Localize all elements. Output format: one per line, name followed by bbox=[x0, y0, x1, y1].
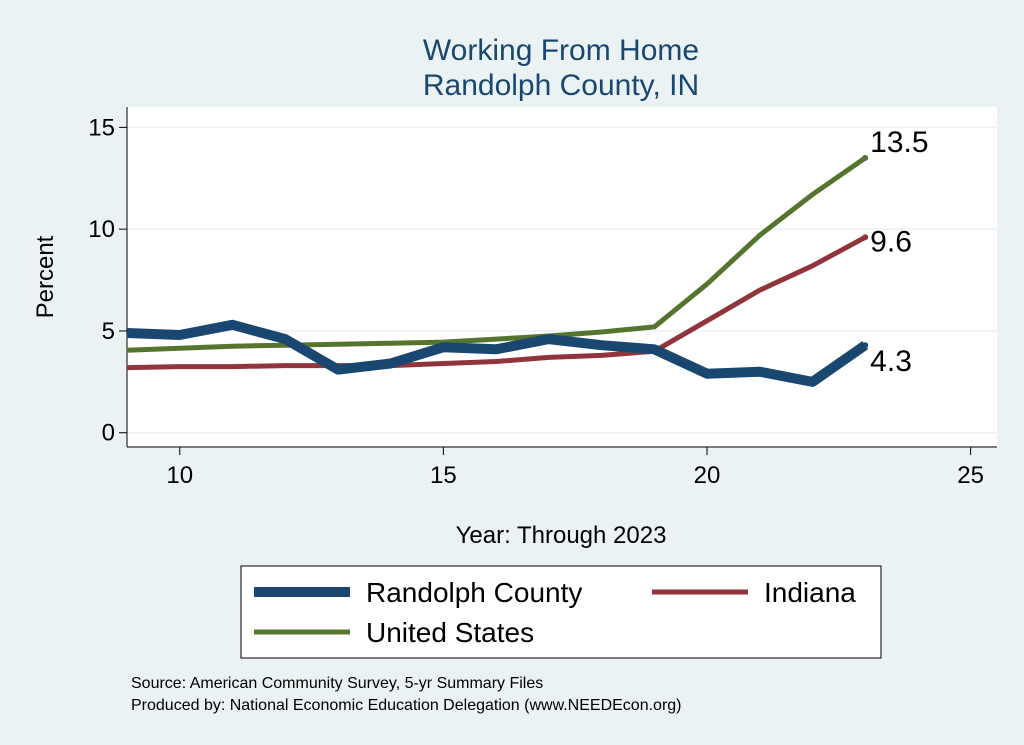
producer-note: Produced by: National Economic Education… bbox=[131, 697, 682, 714]
y-tick-label-15: 15 bbox=[88, 114, 115, 141]
end-point-randolph-county bbox=[862, 342, 869, 349]
end-point-indiana bbox=[862, 234, 869, 241]
end-label-randolph-county: 4.3 bbox=[870, 345, 912, 378]
x-axis-title: Year: Through 2023 bbox=[456, 522, 667, 549]
end-labels: 4.3 9.6 13.5 bbox=[862, 126, 929, 378]
end-point-united-states bbox=[862, 154, 869, 161]
x-tick-label-20: 20 bbox=[694, 462, 721, 489]
legend-label-randolph-county: Randolph County bbox=[366, 577, 582, 608]
source-note: Source: American Community Survey, 5-yr … bbox=[131, 675, 543, 692]
chart-title-line-1: Working From Home bbox=[423, 34, 699, 67]
legend-label-indiana: Indiana bbox=[764, 577, 856, 608]
legend-label-united-states: United States bbox=[366, 617, 534, 648]
series-line-indiana bbox=[126, 235, 867, 371]
series-lines bbox=[126, 155, 869, 387]
series-line-randolph-county bbox=[126, 319, 869, 387]
y-tick-label-10: 10 bbox=[88, 216, 115, 243]
axes: 0 5 10 15 10 15 20 25 bbox=[88, 107, 997, 489]
chart-title-line-2: Randolph County, IN bbox=[423, 69, 699, 102]
y-tick-label-0: 0 bbox=[102, 420, 115, 447]
end-label-indiana: 9.6 bbox=[870, 225, 912, 258]
series-line-united-states bbox=[126, 155, 867, 353]
y-axis-title: Percent bbox=[32, 235, 59, 318]
y-tick-label-5: 5 bbox=[102, 318, 115, 345]
end-label-united-states: 13.5 bbox=[870, 126, 928, 159]
x-tick-label-15: 15 bbox=[430, 462, 457, 489]
legend: Randolph County Indiana United States bbox=[254, 577, 856, 648]
x-tick-label-10: 10 bbox=[166, 462, 193, 489]
plot-area bbox=[127, 107, 997, 447]
x-tick-label-25: 25 bbox=[957, 462, 984, 489]
legend-box bbox=[240, 565, 882, 659]
